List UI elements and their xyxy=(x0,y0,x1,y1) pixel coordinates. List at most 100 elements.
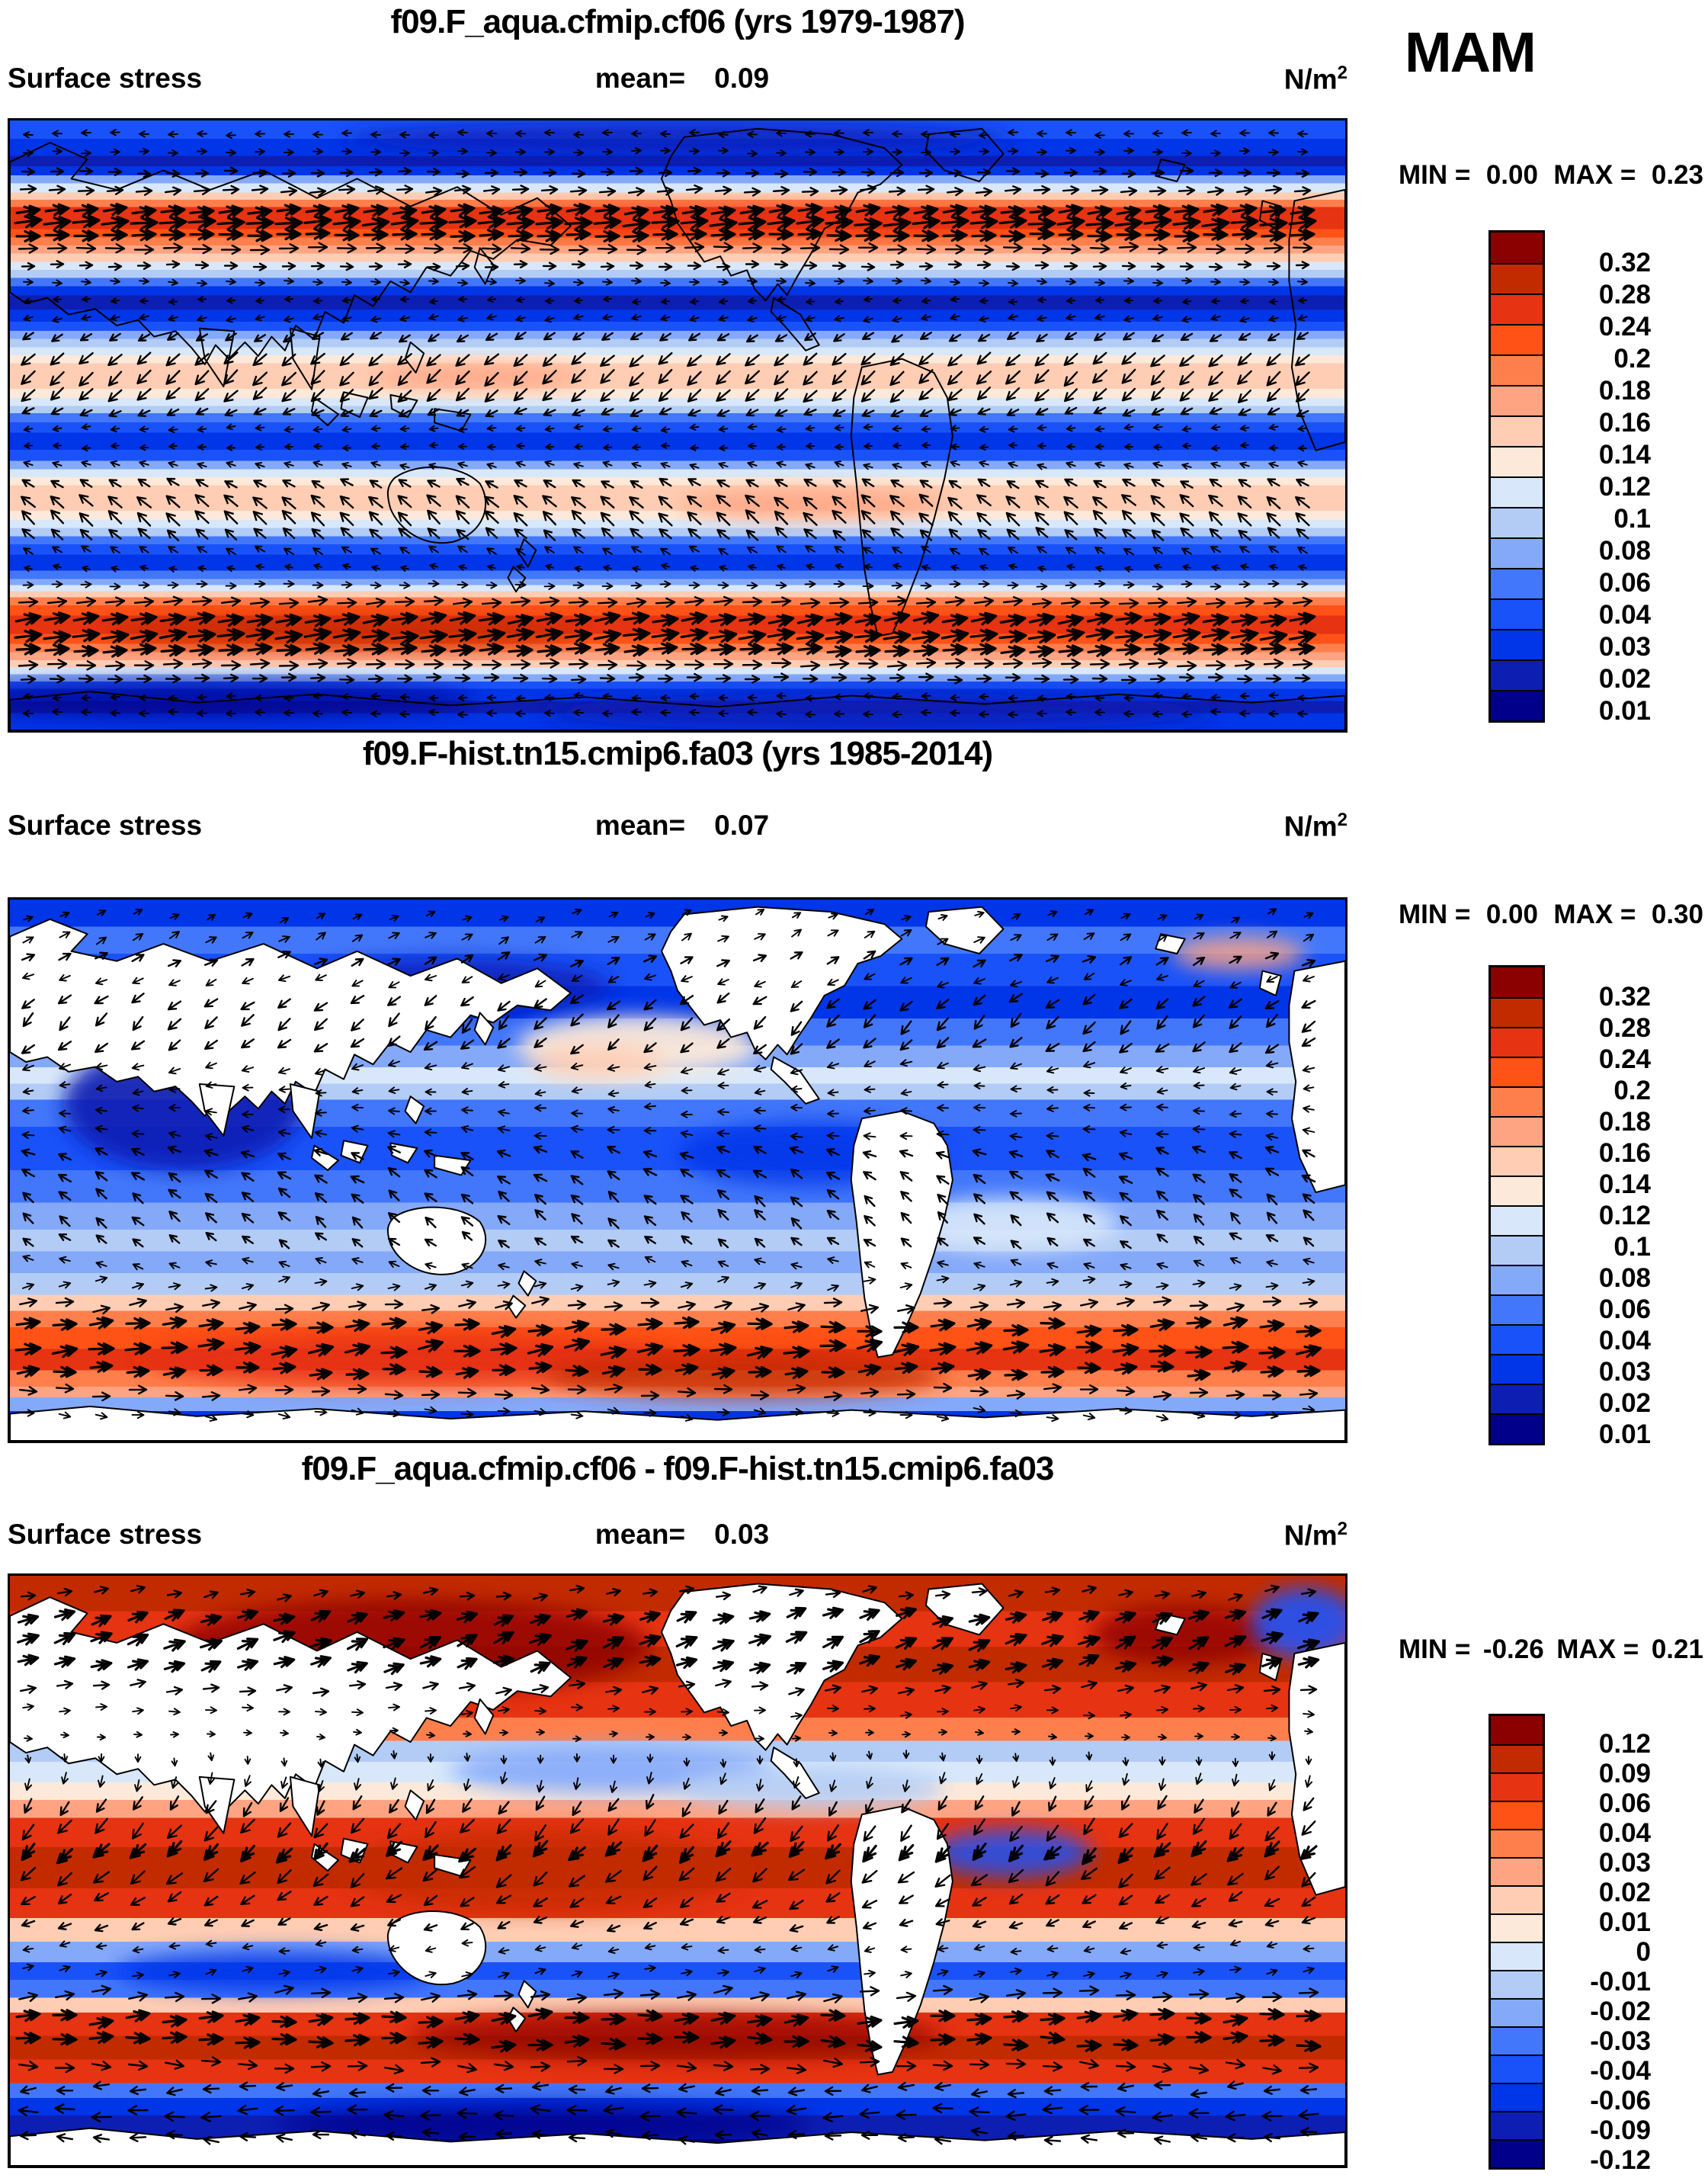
colorbar-tick-label: 0.2 xyxy=(1613,344,1651,374)
colorbar-tick-label: 0.16 xyxy=(1598,408,1651,438)
panel3-field-label: Surface stress xyxy=(8,1519,203,1550)
wind-vectors xyxy=(14,128,1317,719)
panel2-map-svg xyxy=(10,900,1345,1441)
colorbar-tick-label: 0.18 xyxy=(1598,376,1651,406)
colorbar-tick-label: 0.03 xyxy=(1598,1848,1651,1878)
panel3-min-label: MIN = xyxy=(1399,1634,1471,1664)
colorbar-tick-label: 0.09 xyxy=(1598,1759,1651,1788)
colorbar-segment xyxy=(1491,1116,1543,1146)
colorbar-segment xyxy=(1491,2111,1543,2139)
colorbar-tick-label: 0.16 xyxy=(1598,1138,1651,1168)
panel2-units: N/m2 xyxy=(1119,810,1347,842)
panel1-map-svg xyxy=(10,120,1345,730)
panel3-map-svg xyxy=(10,1576,1345,2166)
panel1-colorbar xyxy=(1488,230,1545,723)
panel2-mean-value: 0.07 xyxy=(714,810,770,841)
panel2-field-label: Surface stress xyxy=(8,810,203,841)
panel2-max-value: 0.30 xyxy=(1651,900,1703,929)
colorbar-segment xyxy=(1491,1384,1543,1413)
colorbar-segment xyxy=(1491,1176,1543,1205)
panel1-title: f09.F_aqua.cfmip.cf06 (yrs 1979-1987) xyxy=(390,3,966,40)
colorbar-segment xyxy=(1491,1354,1543,1384)
colorbar-segment xyxy=(1491,1027,1543,1057)
colorbar-segment xyxy=(1491,1146,1543,1176)
panel2-mean: mean= 0.07 xyxy=(530,810,835,842)
panel2-min-label: MIN = xyxy=(1399,900,1471,929)
colorbar-tick-label: -0.12 xyxy=(1590,2145,1651,2175)
panel2-title: f09.F-hist.tn15.cmip6.fa03 (yrs 1985-201… xyxy=(362,735,993,772)
panel1-units: N/m2 xyxy=(1119,63,1347,95)
panel3-mean-label: mean= xyxy=(594,1519,686,1550)
panel1-max-value: 0.23 xyxy=(1651,160,1703,190)
colorbar-segment xyxy=(1491,294,1543,324)
colorbar-segment xyxy=(1491,1857,1543,1885)
colorbar-segment xyxy=(1491,598,1543,629)
colorbar-segment xyxy=(1491,967,1543,997)
colorbar-tick-label: -0.06 xyxy=(1590,2086,1651,2115)
colorbar-segment xyxy=(1491,1829,1543,1857)
colorbar-segment xyxy=(1491,1913,1543,1942)
colorbar-segment xyxy=(1491,446,1543,476)
colorbar-segment xyxy=(1491,2026,1543,2055)
colorbar-tick-label: 0.32 xyxy=(1598,982,1651,1012)
panel3-units: N/m2 xyxy=(1119,1519,1347,1551)
colorbar-segment xyxy=(1491,1942,1543,1970)
colorbar-tick-label: 0.2 xyxy=(1613,1076,1651,1105)
panel2-units-exp: 2 xyxy=(1337,810,1347,830)
colorbar-tick-label: -0.02 xyxy=(1590,1997,1651,2026)
panel3-title: f09.F_aqua.cfmip.cf06 - f09.F-hist.tn15.… xyxy=(301,1450,1055,1487)
panel1-max-label: MAX = xyxy=(1553,160,1636,190)
colorbar-segment xyxy=(1491,1998,1543,2026)
colorbar-tick-label: -0.04 xyxy=(1590,2056,1651,2086)
colorbar-segment xyxy=(1491,659,1543,690)
panel2-minmax: MIN = 0.00 MAX = 0.30 xyxy=(1399,900,1703,930)
colorbar-segment xyxy=(1491,1086,1543,1116)
colorbar-tick-label: 0.28 xyxy=(1598,280,1651,310)
colorbar-segment xyxy=(1491,1235,1543,1265)
panel1-colorbar-labels: 0.32 0.28 0.24 0.2 0.18 0.16 0.14 0.12 0.1 0.08 0.… xyxy=(1552,230,1651,726)
colorbar-tick-label: 0.03 xyxy=(1598,1357,1651,1387)
panel1-mean: mean= 0.09 xyxy=(530,63,835,95)
colorbar-segment xyxy=(1491,690,1543,720)
colorbar-segment xyxy=(1491,263,1543,294)
colorbar-tick-label: 0.12 xyxy=(1598,1201,1651,1230)
panel1-map xyxy=(8,118,1347,733)
panel2-max-label: MAX = xyxy=(1553,900,1636,929)
colorbar-segment xyxy=(1491,568,1543,598)
colorbar-segment xyxy=(1491,1801,1543,1829)
season-label: MAM xyxy=(1405,21,1537,84)
panel1-minmax: MIN = 0.00 MAX = 0.23 xyxy=(1399,160,1703,191)
colorbar-segment xyxy=(1491,1970,1543,1998)
colorbar-segment xyxy=(1491,1265,1543,1294)
colorbar-segment xyxy=(1491,1205,1543,1235)
colorbar-tick-label: 0.14 xyxy=(1598,440,1651,470)
panel2-min-value: 0.00 xyxy=(1485,900,1538,929)
colorbar-segment xyxy=(1491,1324,1543,1354)
colorbar-segment xyxy=(1491,415,1543,446)
colorbar-segment xyxy=(1491,2139,1543,2167)
colorbar-tick-label: 0.02 xyxy=(1598,1388,1651,1418)
colorbar-tick-label: 0.32 xyxy=(1598,248,1651,277)
colorbar-segment xyxy=(1491,507,1543,537)
colorbar-tick-label: 0.08 xyxy=(1598,1263,1651,1293)
colorbar-tick-label: 0.12 xyxy=(1598,1729,1651,1759)
colorbar-tick-label: 0.08 xyxy=(1598,536,1651,566)
panel2-map xyxy=(8,897,1347,1443)
colorbar-segment xyxy=(1491,537,1543,568)
colorbar-tick-label: 0.1 xyxy=(1613,504,1651,534)
colorbar-tick-label: 0.1 xyxy=(1613,1232,1651,1262)
colorbar-segment xyxy=(1491,2083,1543,2111)
colorbar-tick-label: 0.02 xyxy=(1598,664,1651,694)
wind-vectors xyxy=(14,908,1322,1423)
colorbar-tick-label: -0.01 xyxy=(1590,1967,1651,1997)
panel1-min-value: 0.00 xyxy=(1485,160,1538,190)
panel3-mean-value: 0.03 xyxy=(714,1519,770,1550)
colorbar-segment xyxy=(1491,1413,1543,1443)
colorbar-segment xyxy=(1491,324,1543,354)
colorbar-tick-label: 0.04 xyxy=(1598,1818,1651,1848)
colorbar-segment xyxy=(1491,385,1543,415)
panel1-units-base: N/m xyxy=(1283,63,1338,95)
colorbar-tick-label: 0.02 xyxy=(1598,1878,1651,1907)
colorbar-tick-label: 0.24 xyxy=(1598,1044,1651,1074)
